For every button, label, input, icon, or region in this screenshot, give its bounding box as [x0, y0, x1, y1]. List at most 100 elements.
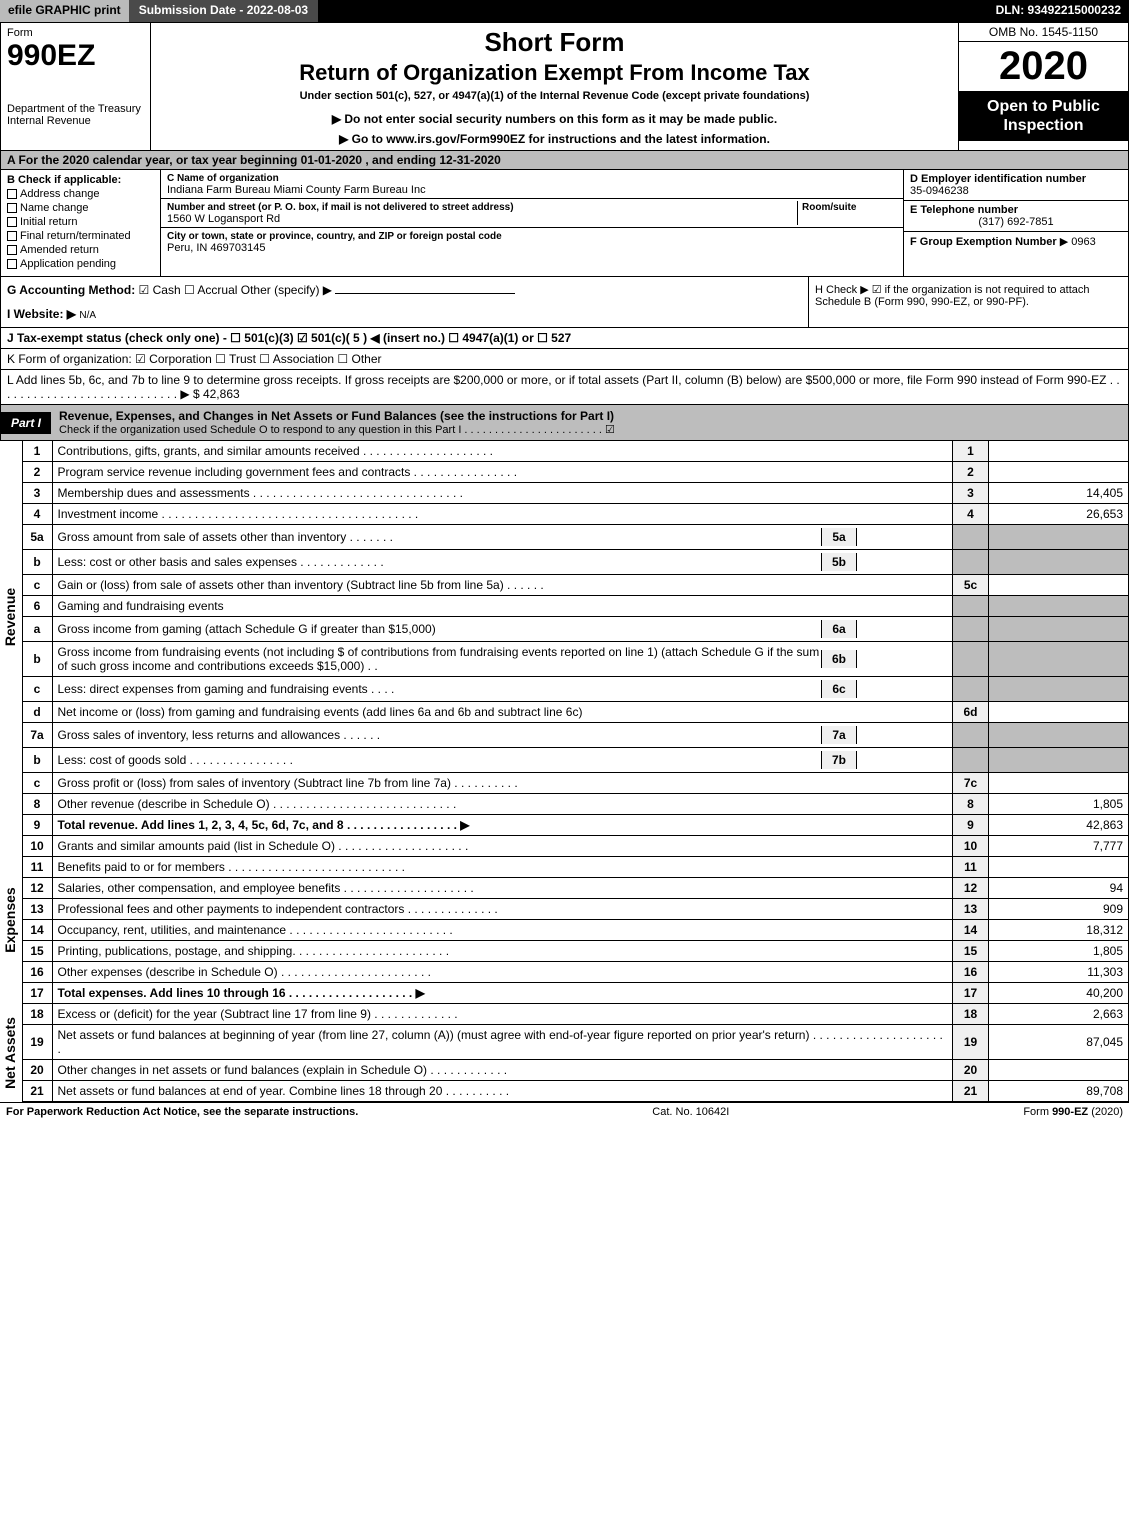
line-13-rn: 13: [953, 899, 989, 920]
efile-label[interactable]: efile GRAPHIC print: [0, 0, 129, 22]
chk-final-return[interactable]: Final return/terminated: [7, 230, 154, 242]
line-9-text: Total revenue. Add lines 1, 2, 3, 4, 5c,…: [52, 815, 953, 836]
line-13-text: Professional fees and other payments to …: [52, 899, 953, 920]
form-number: 990EZ: [7, 39, 144, 73]
line-14-rn: 14: [953, 920, 989, 941]
chk-amended-return[interactable]: Amended return: [7, 244, 154, 256]
section-def: D Employer identification number 35-0946…: [903, 170, 1128, 276]
line-5a-cell: Gross amount from sale of assets other t…: [52, 525, 953, 550]
line-6d-val: [989, 702, 1129, 723]
line-12-val: 94: [989, 878, 1129, 899]
line-10-text: Grants and similar amounts paid (list in…: [52, 836, 953, 857]
line-12-text: Salaries, other compensation, and employ…: [52, 878, 953, 899]
header-right: OMB No. 1545-1150 2020 Open to Public In…: [958, 23, 1128, 150]
line-20-text: Other changes in net assets or fund bala…: [52, 1060, 953, 1081]
line-15-text: Printing, publications, postage, and shi…: [52, 941, 953, 962]
line-7b-cell: Less: cost of goods sold . . . . . . . .…: [52, 748, 953, 773]
line-20-val: [989, 1060, 1129, 1081]
dept-label: Department of the Treasury: [7, 103, 144, 115]
g-options: ☑ Cash ☐ Accrual Other (specify) ▶: [139, 283, 332, 297]
group-label: F Group Exemption Number: [910, 236, 1057, 248]
line-17-text: Total expenses. Add lines 10 through 16 …: [52, 983, 953, 1004]
line-6b-cell: Gross income from fundraising events (no…: [52, 642, 953, 677]
chk-name-change[interactable]: Name change: [7, 202, 154, 214]
omb-number: OMB No. 1545-1150: [959, 23, 1128, 42]
line-4-rn: 4: [953, 504, 989, 525]
phone-label: E Telephone number: [910, 204, 1018, 216]
top-bar: efile GRAPHIC print Submission Date - 20…: [0, 0, 1129, 22]
phone: (317) 692-7851: [910, 216, 1122, 228]
line-6b-rn: [953, 642, 989, 677]
line-5c-val: [989, 575, 1129, 596]
line-7a-rn: [953, 723, 989, 748]
section-l: L Add lines 5b, 6c, and 7b to line 9 to …: [0, 370, 1129, 405]
part-i-header: Part I Revenue, Expenses, and Changes in…: [0, 405, 1129, 441]
line-4-text: Investment income . . . . . . . . . . . …: [52, 504, 953, 525]
line-18-val: 2,663: [989, 1004, 1129, 1025]
line-10-val: 7,777: [989, 836, 1129, 857]
line-18-text: Excess or (deficit) for the year (Subtra…: [52, 1004, 953, 1025]
line-3-rn: 3: [953, 483, 989, 504]
short-form-title: Short Form: [157, 27, 952, 58]
section-b-title: B Check if applicable:: [7, 174, 154, 186]
main-title: Return of Organization Exempt From Incom…: [157, 60, 952, 86]
chk-address-change[interactable]: Address change: [7, 188, 154, 200]
line-2-rn: 2: [953, 462, 989, 483]
street: 1560 W Logansport Rd: [167, 213, 280, 225]
section-j: J Tax-exempt status (check only one) - ☐…: [0, 328, 1129, 349]
line-17-rn: 17: [953, 983, 989, 1004]
part-i-sub: Check if the organization used Schedule …: [59, 423, 1120, 436]
line-20-num: 20: [22, 1060, 52, 1081]
line-5c-num: c: [22, 575, 52, 596]
submission-date: Submission Date - 2022-08-03: [129, 0, 318, 22]
line-3-val: 14,405: [989, 483, 1129, 504]
section-gh: G Accounting Method: ☑ Cash ☐ Accrual Ot…: [0, 277, 1129, 328]
line-6d-text: Net income or (loss) from gaming and fun…: [52, 702, 953, 723]
section-c: C Name of organization Indiana Farm Bure…: [161, 170, 903, 276]
line-7b-rn: [953, 748, 989, 773]
line-16-num: 16: [22, 962, 52, 983]
line-15-num: 15: [22, 941, 52, 962]
line-13-num: 13: [22, 899, 52, 920]
line-10-num: 10: [22, 836, 52, 857]
line-6c-rn: [953, 677, 989, 702]
line-7b-val: [989, 748, 1129, 773]
line-20-rn: 20: [953, 1060, 989, 1081]
part-i-title: Revenue, Expenses, and Changes in Net As…: [59, 409, 614, 423]
line-9-num: 9: [22, 815, 52, 836]
line-6c-num: c: [22, 677, 52, 702]
line-19-num: 19: [22, 1025, 52, 1060]
line-6-num: 6: [22, 596, 52, 617]
chk-initial-return[interactable]: Initial return: [7, 216, 154, 228]
line-9-val: 42,863: [989, 815, 1129, 836]
line-21-num: 21: [22, 1081, 52, 1102]
irs-label: Internal Revenue: [7, 115, 144, 127]
open-to-public: Open to Public Inspection: [959, 91, 1128, 141]
instructions-link[interactable]: ▶ Go to www.irs.gov/Form990EZ for instru…: [157, 132, 952, 146]
lines-table: Revenue 1 Contributions, gifts, grants, …: [0, 441, 1129, 1102]
info-grid: B Check if applicable: Address change Na…: [0, 170, 1129, 277]
line-18-rn: 18: [953, 1004, 989, 1025]
line-6a-cell: Gross income from gaming (attach Schedul…: [52, 617, 953, 642]
line-6a-num: a: [22, 617, 52, 642]
subtitle: Under section 501(c), 527, or 4947(a)(1)…: [157, 90, 952, 102]
footer-left: For Paperwork Reduction Act Notice, see …: [6, 1106, 358, 1118]
line-6-text: Gaming and fundraising events: [52, 596, 953, 617]
line-6-rn: [953, 596, 989, 617]
line-1-num: 1: [22, 441, 52, 462]
line-2-text: Program service revenue including govern…: [52, 462, 953, 483]
line-3-num: 3: [22, 483, 52, 504]
line-12-num: 12: [22, 878, 52, 899]
h-check: H Check ▶ ☑ if the organization is not r…: [808, 277, 1128, 327]
line-7a-cell: Gross sales of inventory, less returns a…: [52, 723, 953, 748]
line-4-val: 26,653: [989, 504, 1129, 525]
ein: 35-0946238: [910, 185, 969, 197]
footer: For Paperwork Reduction Act Notice, see …: [0, 1102, 1129, 1121]
line-6c-cell: Less: direct expenses from gaming and fu…: [52, 677, 953, 702]
line-14-text: Occupancy, rent, utilities, and maintena…: [52, 920, 953, 941]
line-19-val: 87,045: [989, 1025, 1129, 1060]
line-16-rn: 16: [953, 962, 989, 983]
line-21-val: 89,708: [989, 1081, 1129, 1102]
line-19-rn: 19: [953, 1025, 989, 1060]
chk-application-pending[interactable]: Application pending: [7, 258, 154, 270]
